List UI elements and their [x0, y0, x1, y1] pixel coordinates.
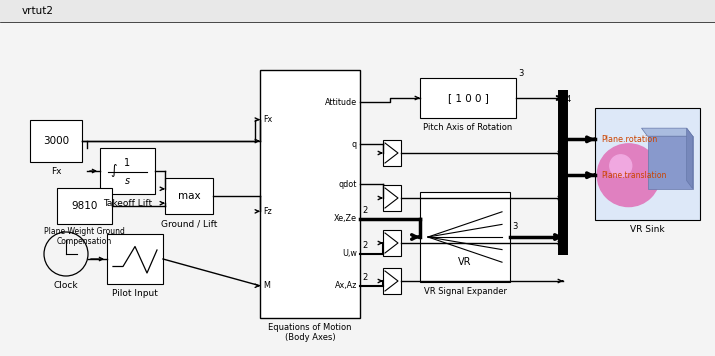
- Bar: [165, 178, 213, 214]
- Bar: [383, 268, 401, 294]
- Text: M: M: [263, 281, 270, 290]
- Text: Attitude: Attitude: [325, 98, 357, 107]
- Text: vrtut2: vrtut2: [22, 6, 54, 16]
- Text: 2: 2: [362, 206, 368, 215]
- Text: [ 1 0 0 ]: [ 1 0 0 ]: [448, 93, 488, 103]
- Text: Ax,Az: Ax,Az: [335, 281, 357, 290]
- Text: VR: VR: [458, 257, 472, 267]
- Bar: [260, 70, 360, 318]
- Bar: [57, 188, 112, 224]
- Text: 4: 4: [566, 95, 571, 104]
- Bar: [107, 234, 163, 284]
- Circle shape: [597, 144, 660, 206]
- Polygon shape: [641, 128, 693, 136]
- Text: Fz: Fz: [263, 207, 272, 216]
- Text: 2: 2: [362, 273, 368, 282]
- Bar: [383, 140, 401, 166]
- Text: 3: 3: [518, 69, 523, 78]
- Text: Plane.rotation: Plane.rotation: [601, 135, 657, 144]
- Text: s: s: [125, 176, 130, 186]
- Text: Clock: Clock: [54, 282, 79, 290]
- Text: (Body Axes): (Body Axes): [285, 334, 335, 342]
- Text: 2: 2: [362, 241, 368, 250]
- Bar: [0, 0, 715, 22]
- Text: VR Signal Expander: VR Signal Expander: [423, 288, 506, 297]
- Text: Xe,Ze: Xe,Ze: [334, 214, 357, 223]
- Bar: [648, 136, 693, 189]
- Bar: [30, 120, 82, 162]
- Text: Takeoff Lift: Takeoff Lift: [103, 199, 152, 209]
- Text: 1: 1: [124, 158, 131, 168]
- Bar: [383, 230, 401, 256]
- Text: Pitch Axis of Rotation: Pitch Axis of Rotation: [423, 124, 513, 132]
- Text: q: q: [352, 140, 357, 149]
- Text: 3: 3: [512, 222, 518, 231]
- Text: Fx: Fx: [51, 168, 61, 177]
- Text: Equations of Motion: Equations of Motion: [268, 324, 352, 333]
- Text: U,w: U,w: [342, 249, 357, 258]
- Text: Pilot Input: Pilot Input: [112, 289, 158, 298]
- Text: max: max: [178, 191, 200, 201]
- Bar: [420, 78, 516, 118]
- Circle shape: [610, 155, 632, 177]
- Text: Plane Weight Ground: Plane Weight Ground: [44, 227, 125, 236]
- Text: qdot: qdot: [339, 179, 357, 189]
- Bar: [100, 148, 155, 194]
- Polygon shape: [686, 128, 693, 189]
- Text: Compensation: Compensation: [57, 237, 112, 246]
- Text: VR Sink: VR Sink: [630, 225, 665, 235]
- Text: 3000: 3000: [43, 136, 69, 146]
- Text: 9810: 9810: [72, 201, 98, 211]
- Text: Ground / Lift: Ground / Lift: [161, 220, 217, 229]
- Bar: [383, 185, 401, 211]
- Text: Plane.translation: Plane.translation: [601, 171, 666, 180]
- Text: ∫: ∫: [110, 163, 117, 177]
- Bar: [595, 108, 700, 220]
- Bar: [420, 192, 510, 282]
- Text: Fx: Fx: [263, 115, 272, 124]
